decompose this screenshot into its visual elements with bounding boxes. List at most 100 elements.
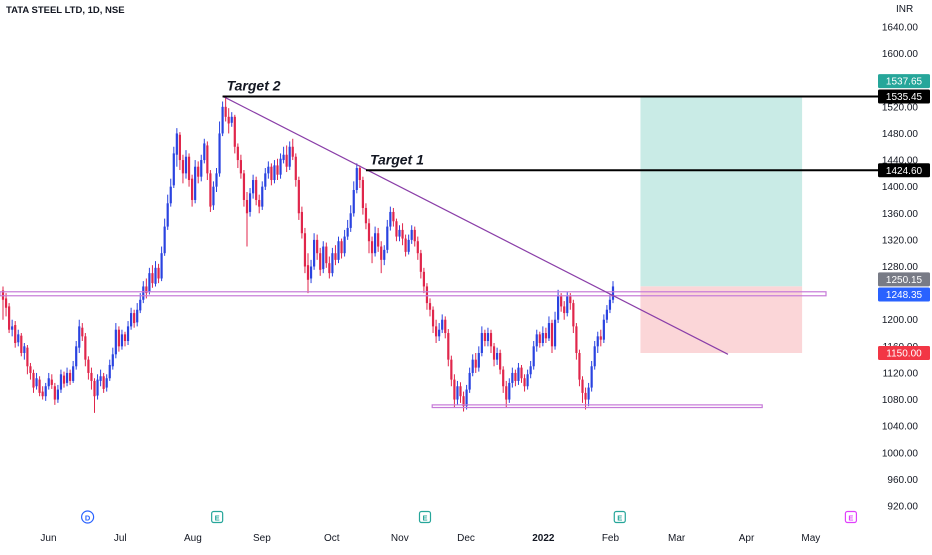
candle-body <box>258 199 261 207</box>
support-band[interactable] <box>0 291 827 297</box>
y-tick-label: 1520.00 <box>882 102 919 113</box>
candle-body <box>474 359 477 368</box>
candle-body <box>514 372 517 381</box>
candle-body <box>178 134 181 161</box>
y-tick-label: 1640.00 <box>882 23 919 34</box>
candle-body <box>590 366 593 388</box>
candle <box>444 316 447 339</box>
profit-zone[interactable] <box>640 96 803 287</box>
event-marker[interactable]: E <box>211 510 224 524</box>
candle <box>599 329 602 347</box>
candle-body <box>319 253 322 270</box>
candle <box>370 236 374 264</box>
candle <box>395 218 398 242</box>
y-tick-label: 920.00 <box>887 502 918 513</box>
candle-body <box>431 309 435 327</box>
candle-body <box>505 386 508 400</box>
candle-body <box>492 346 496 360</box>
trendline[interactable] <box>222 95 729 355</box>
candle <box>404 234 407 257</box>
candle-body <box>151 273 154 284</box>
candle-body <box>166 203 169 227</box>
candle <box>75 341 78 370</box>
candle-body <box>187 156 191 181</box>
candle-body <box>349 213 352 228</box>
candle <box>62 371 66 388</box>
candle <box>425 283 429 310</box>
candle-body <box>511 372 514 383</box>
candle <box>224 96 227 122</box>
candle <box>334 245 337 266</box>
base-support-band[interactable] <box>431 404 763 409</box>
candle <box>203 138 206 164</box>
candle-body <box>282 154 285 161</box>
candle <box>29 362 32 380</box>
dividend-icon <box>81 510 95 524</box>
candle <box>123 331 127 347</box>
candle-body <box>416 241 419 254</box>
candle-body <box>126 326 130 342</box>
candle-body <box>264 173 267 187</box>
candle-body <box>459 386 462 397</box>
candle-body <box>233 116 236 147</box>
candle <box>145 278 148 299</box>
price-label-bg <box>878 272 930 287</box>
event-marker[interactable]: D <box>81 510 95 524</box>
price-label: 1537.65 <box>878 74 930 89</box>
candle <box>547 316 551 342</box>
candle <box>517 362 520 385</box>
candle-body <box>184 156 188 174</box>
candle <box>316 234 319 260</box>
candle-body <box>227 116 230 124</box>
candle-body <box>419 253 422 272</box>
candle <box>438 323 441 342</box>
candle-body <box>316 239 319 254</box>
candle <box>248 187 252 217</box>
event-marker[interactable]: E <box>844 510 858 524</box>
candle <box>453 374 456 408</box>
candle <box>358 165 361 188</box>
candle-body <box>566 296 569 314</box>
candle <box>349 205 352 232</box>
event-marker[interactable]: E <box>613 510 626 524</box>
candle-body <box>486 333 490 342</box>
candle <box>17 329 20 347</box>
candle-body <box>398 229 401 237</box>
event-marker-label: E <box>848 514 853 523</box>
candle <box>197 161 200 184</box>
candle-body <box>255 180 258 200</box>
candle <box>184 150 188 179</box>
candle <box>346 219 349 240</box>
candle-body <box>123 334 127 342</box>
candle <box>367 218 371 254</box>
candle <box>331 247 334 277</box>
candle <box>245 191 249 247</box>
candle <box>206 141 209 181</box>
candle-body <box>102 376 105 389</box>
target-label: Target 2 <box>227 78 281 94</box>
price-label-bg <box>878 163 930 178</box>
candle <box>59 369 63 393</box>
candle-body <box>139 299 142 311</box>
candle-body <box>136 309 139 323</box>
candle-body <box>297 180 300 214</box>
candle-body <box>550 323 554 347</box>
candle <box>178 132 181 171</box>
candle <box>87 356 90 380</box>
target-label: Target 1 <box>370 151 424 167</box>
y-tick-label: 1000.00 <box>882 448 919 459</box>
candle <box>191 174 194 207</box>
price-label-text: 1150.00 <box>886 349 922 360</box>
candle <box>56 384 59 403</box>
candle-body <box>355 168 358 190</box>
candle <box>383 245 386 266</box>
loss-zone[interactable] <box>640 286 803 353</box>
candle <box>459 382 462 403</box>
candle-body <box>87 359 90 373</box>
candle <box>340 238 343 259</box>
candle-body <box>410 229 413 240</box>
candle <box>65 367 69 387</box>
event-marker[interactable]: E <box>418 510 432 524</box>
